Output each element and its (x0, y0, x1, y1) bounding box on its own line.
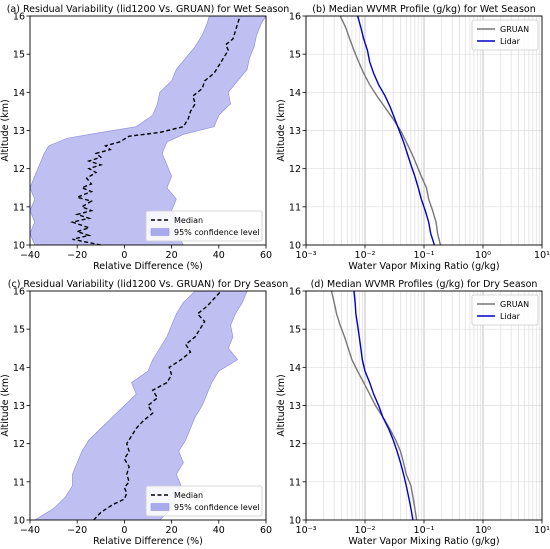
series-line-median (93, 291, 222, 520)
y-tick-label: 12 (289, 164, 301, 175)
x-tick-label: 10⁻³ (296, 250, 317, 261)
grid (305, 15, 542, 246)
y-tick-label: 10 (13, 241, 25, 252)
legend-label: Median (174, 216, 203, 225)
x-tick-label: 0 (121, 525, 127, 536)
x-tick-label: 10⁰ (475, 250, 491, 261)
legend-label: GRUAN (500, 300, 529, 309)
x-tick-label: −40 (20, 250, 40, 261)
y-tick-label: 12 (289, 439, 301, 450)
panel-b: 10⁻³ 10⁻² 10⁻¹ 10⁰ 10¹ 10 11 12 13 14 15 16 (b) Medi… (276, 4, 550, 272)
x-tick-label: 60 (260, 525, 272, 536)
y-tick-label: 16 (289, 287, 301, 298)
x-tick-label: −20 (67, 525, 87, 536)
confidence-band (34, 291, 248, 520)
legend-label: 95% confidence level (174, 228, 260, 237)
x-axis-label: Water Vapor Mixing Ratio (g/kg) (348, 536, 499, 547)
y-tick-label: 14 (289, 363, 301, 374)
y-tick-label: 15 (13, 50, 25, 61)
x-tick-label: 10⁰ (475, 525, 491, 536)
x-axis-label: Water Vapor Mixing Ratio (g/kg) (348, 261, 499, 272)
legend-swatch (150, 228, 170, 236)
y-tick-label: 10 (13, 516, 25, 527)
legend: GRUAN Lidar (471, 294, 539, 326)
y-tick-label: 11 (289, 202, 301, 213)
x-tick-label: 0 (121, 250, 127, 261)
panel-d: 10⁻³ 10⁻² 10⁻¹ 10⁰ 10¹ 10 11 12 13 14 15 16 (d) Medi… (276, 279, 550, 547)
x-tick-label: 10¹ (534, 250, 550, 261)
y-tick-label: 15 (13, 325, 25, 336)
y-tick-label: 15 (289, 325, 301, 336)
series-line-gruan (339, 16, 442, 245)
y-tick-label: 16 (13, 287, 25, 298)
y-tick-label: 13 (289, 401, 301, 412)
x-tick-label: 40 (213, 250, 225, 261)
legend-box (471, 19, 539, 51)
legend: Median 95% confidence level (145, 485, 263, 517)
x-axis-label: Relative Difference (%) (93, 536, 203, 547)
chart-title: (b) Median WVMR Profile (g/kg) for Wet S… (312, 4, 536, 15)
confidence-band (30, 16, 266, 245)
x-tick-label: 10¹ (534, 525, 550, 536)
x-axis-label: Relative Difference (%) (93, 261, 203, 272)
x-tick-label: 40 (213, 525, 225, 536)
x-tick-label: −20 (67, 250, 87, 261)
y-tick-label: 14 (13, 88, 25, 99)
chart-title: (d) Median WVMR Profiles (g/kg) for Dry … (311, 279, 538, 290)
y-tick-label: 16 (13, 12, 25, 23)
y-axis-label: Altitude (km) (276, 99, 287, 161)
legend-label: Median (174, 491, 203, 500)
legend: GRUAN Lidar (471, 19, 539, 51)
legend-label: Lidar (500, 37, 521, 46)
series-line-gruan (330, 291, 418, 520)
y-axis-label: Altitude (km) (276, 374, 287, 436)
legend-label: Lidar (500, 312, 521, 321)
y-tick-label: 14 (289, 88, 301, 99)
y-tick-label: 13 (13, 126, 25, 137)
y-tick-label: 14 (13, 363, 25, 374)
legend-swatch (150, 503, 170, 511)
legend-label: GRUAN (500, 25, 529, 34)
legend: Median 95% confidence level (145, 210, 263, 242)
legend-box (471, 294, 539, 326)
y-tick-label: 15 (289, 50, 301, 61)
y-tick-label: 16 (289, 12, 301, 23)
panel-c: −40 −20 0 20 40 60 10 11 12 13 14 15 16(c) Residual … (0, 279, 288, 547)
y-tick-label: 12 (13, 164, 25, 175)
y-tick-label: 10 (289, 241, 301, 252)
legend-box (145, 210, 263, 242)
chart-title: (c) Residual Variability (lid1200 Vs. GR… (8, 279, 288, 290)
chart-title: (a) Residual Variability (lid1200 Vs. GR… (7, 4, 290, 15)
y-tick-label: 13 (13, 401, 25, 412)
legend-box (145, 485, 263, 517)
x-tick-label: 20 (166, 525, 178, 536)
y-tick-label: 10 (289, 516, 301, 527)
series-line-lidar (353, 291, 414, 520)
series-line-median (69, 16, 241, 245)
x-tick-label: 10⁻² (355, 525, 376, 536)
y-tick-label: 11 (13, 477, 25, 488)
x-tick-label: 10⁻¹ (414, 525, 435, 536)
x-tick-label: 10⁻¹ (414, 250, 435, 261)
y-axis-label: Altitude (km) (0, 374, 11, 436)
y-tick-label: 11 (13, 202, 25, 213)
x-tick-label: 20 (166, 250, 178, 261)
y-tick-label: 12 (13, 439, 25, 450)
series-line-lidar (356, 16, 436, 245)
x-tick-label: 60 (260, 250, 272, 261)
panel-a: −40 −20 0 20 40 60 10 11 12 13 14 15 16(a) Residual … (0, 4, 289, 272)
x-tick-label: 10⁻² (355, 250, 376, 261)
legend-label: 95% confidence level (174, 503, 260, 512)
y-tick-label: 13 (289, 126, 301, 137)
y-tick-label: 11 (289, 477, 301, 488)
y-axis-label: Altitude (km) (0, 99, 11, 161)
x-tick-label: −40 (20, 525, 40, 536)
x-tick-label: 10⁻³ (296, 525, 317, 536)
